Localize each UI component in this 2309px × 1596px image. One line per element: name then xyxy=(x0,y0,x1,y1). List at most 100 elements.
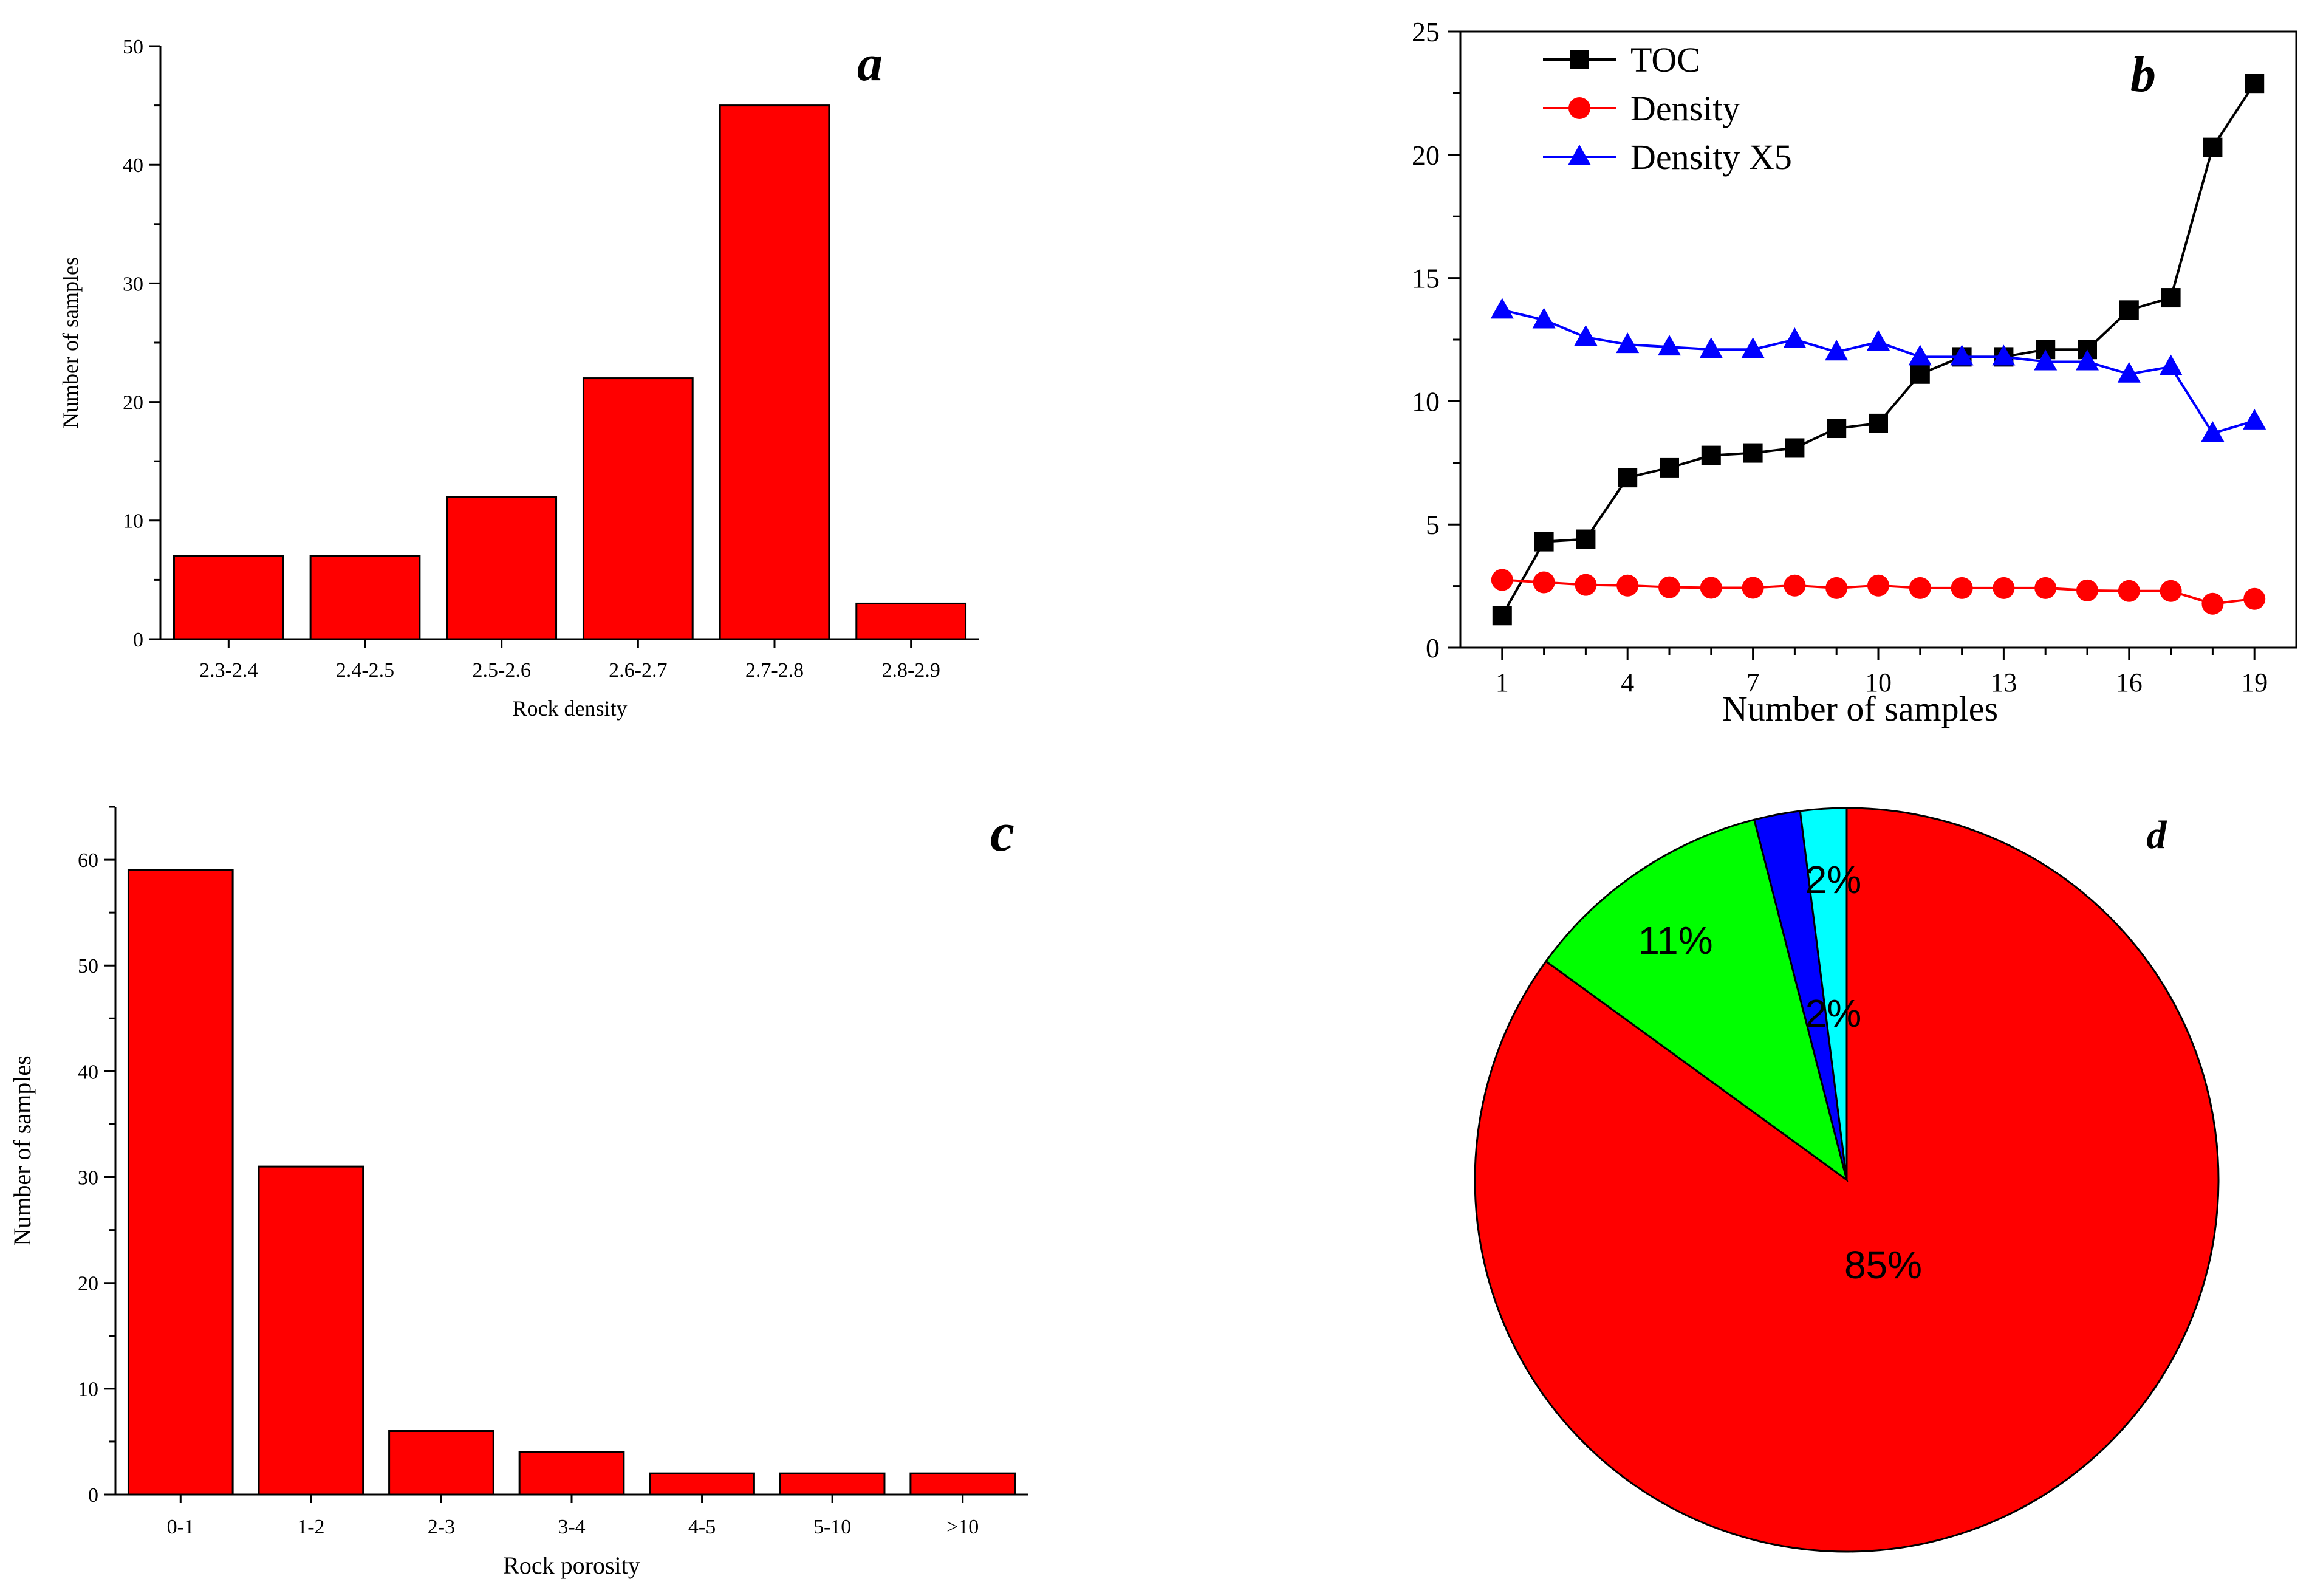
data-point xyxy=(1910,364,1930,384)
x-tick-label: 2.3-2.4 xyxy=(199,659,258,682)
data-point xyxy=(2201,592,2224,615)
y-axis-label: Number of samples xyxy=(9,1055,36,1245)
y-tick-label: 10 xyxy=(123,510,143,533)
bar-1-2 xyxy=(258,1165,364,1496)
bar-2.3-2.4 xyxy=(173,555,284,640)
data-point xyxy=(2243,408,2266,430)
x-tick-label: 2.7-2.8 xyxy=(745,659,804,682)
bar-4-5 xyxy=(649,1472,755,1496)
panel-label-d: d xyxy=(2147,813,2167,857)
y-tick-label: 0 xyxy=(1426,632,1440,663)
x-tick-label: 2.4-2.5 xyxy=(336,659,394,682)
data-point xyxy=(1993,577,2015,599)
data-point xyxy=(2117,361,2141,383)
panel-b-line-chart: 0 5 10 15 20 25 1 4 7 10 13 16 19 Number of samples TO… xyxy=(1412,16,2297,728)
x-tick-label: 2.6-2.7 xyxy=(609,659,667,682)
y-tick-label: 60 xyxy=(78,849,98,872)
y-tick-label: 40 xyxy=(78,1061,98,1083)
x-tick-label: 2.5-2.6 xyxy=(473,659,531,682)
x-tick-label: 16 xyxy=(2116,668,2143,697)
y-tick-label: 0 xyxy=(133,629,143,651)
data-point xyxy=(1658,576,1680,598)
data-point xyxy=(1950,344,1974,366)
x-tick-label: 19 xyxy=(2241,668,2268,697)
data-point xyxy=(1534,532,1554,552)
data-point xyxy=(1701,445,1721,465)
legend-item: Density xyxy=(1543,89,1740,128)
y-tick-label: 20 xyxy=(78,1273,98,1295)
pie-slice-3 xyxy=(1799,807,1848,1180)
data-point xyxy=(2203,137,2223,157)
data-point xyxy=(1992,344,2016,366)
data-point xyxy=(1908,344,1932,366)
x-tick-label: 13 xyxy=(1990,668,2017,697)
data-point xyxy=(1785,438,1805,458)
data-point xyxy=(2245,74,2265,94)
x-tick-label: 4 xyxy=(1621,668,1634,697)
x-tick-label: 4-5 xyxy=(688,1516,716,1538)
x-tick-label: 5-10 xyxy=(813,1516,851,1538)
data-point xyxy=(1869,413,1888,433)
series-density-x5 xyxy=(1490,298,2266,442)
legend: TOC Density Density X5 xyxy=(1543,40,1792,177)
y-tick-label: 25 xyxy=(1412,16,1440,47)
legend-marker xyxy=(1568,97,1590,119)
data-point xyxy=(2034,577,2057,599)
data-point xyxy=(1575,574,1597,596)
data-point xyxy=(2034,349,2058,371)
data-point xyxy=(1699,337,1723,358)
data-point xyxy=(1867,330,1890,351)
bar-2.7-2.8 xyxy=(719,104,830,640)
y-axis-label: Number of samples xyxy=(58,257,83,428)
bar-2.6-2.7 xyxy=(582,377,694,640)
data-point xyxy=(1532,307,1556,329)
y-tick-label: 40 xyxy=(123,154,143,177)
data-point xyxy=(1616,332,1640,354)
x-tick-label: 3-4 xyxy=(558,1516,585,1538)
pie-slice-label: 85% xyxy=(1844,1243,1922,1287)
data-point xyxy=(2161,288,2181,308)
x-tick-label: 10 xyxy=(1865,668,1892,697)
pie-slice-1 xyxy=(1544,818,1849,1182)
series-density xyxy=(1491,569,2266,615)
data-point xyxy=(2160,580,2182,602)
bar-3-4 xyxy=(518,1451,625,1496)
panel-d-pie-chart: 85% 11% 2% 2% d xyxy=(1474,807,2220,1553)
data-point xyxy=(2201,421,2225,442)
y-tick-label: 0 xyxy=(88,1484,98,1507)
legend-item: TOC xyxy=(1543,40,1700,80)
data-point xyxy=(2076,349,2099,371)
data-point xyxy=(2159,354,2183,375)
data-point xyxy=(1741,337,1765,358)
bar-2.5-2.6 xyxy=(446,496,558,640)
x-axis-label: Rock density xyxy=(513,696,628,721)
y-tick-label: 20 xyxy=(1412,140,1440,171)
bar->10 xyxy=(909,1472,1016,1496)
panel-label-c: c xyxy=(990,803,1014,863)
y-tick-label: 50 xyxy=(78,955,98,978)
data-point xyxy=(1909,577,1931,599)
bar-5-10 xyxy=(779,1472,886,1496)
data-point xyxy=(1783,327,1807,348)
data-point xyxy=(1533,571,1555,594)
data-point xyxy=(1660,457,1679,478)
y-tick-label: 10 xyxy=(78,1379,98,1401)
legend-label: Density xyxy=(1630,89,1740,128)
data-point xyxy=(2118,580,2140,602)
data-point xyxy=(2243,587,2266,610)
data-point xyxy=(1490,298,1514,319)
bar-2-3 xyxy=(388,1430,494,1496)
data-point xyxy=(1742,577,1764,599)
data-point xyxy=(1616,574,1639,597)
legend-marker xyxy=(1568,145,1591,165)
data-point xyxy=(2119,300,2139,320)
data-point xyxy=(1658,335,1681,356)
pie-slice-label: 2% xyxy=(1805,992,1862,1035)
data-point xyxy=(1825,577,1848,599)
panel-label-b: b xyxy=(2130,46,2156,103)
data-point xyxy=(2076,579,2098,601)
x-axis-label: Rock porosity xyxy=(503,1552,640,1579)
data-point xyxy=(1618,468,1638,488)
x-tick-label: 2-3 xyxy=(428,1516,455,1538)
